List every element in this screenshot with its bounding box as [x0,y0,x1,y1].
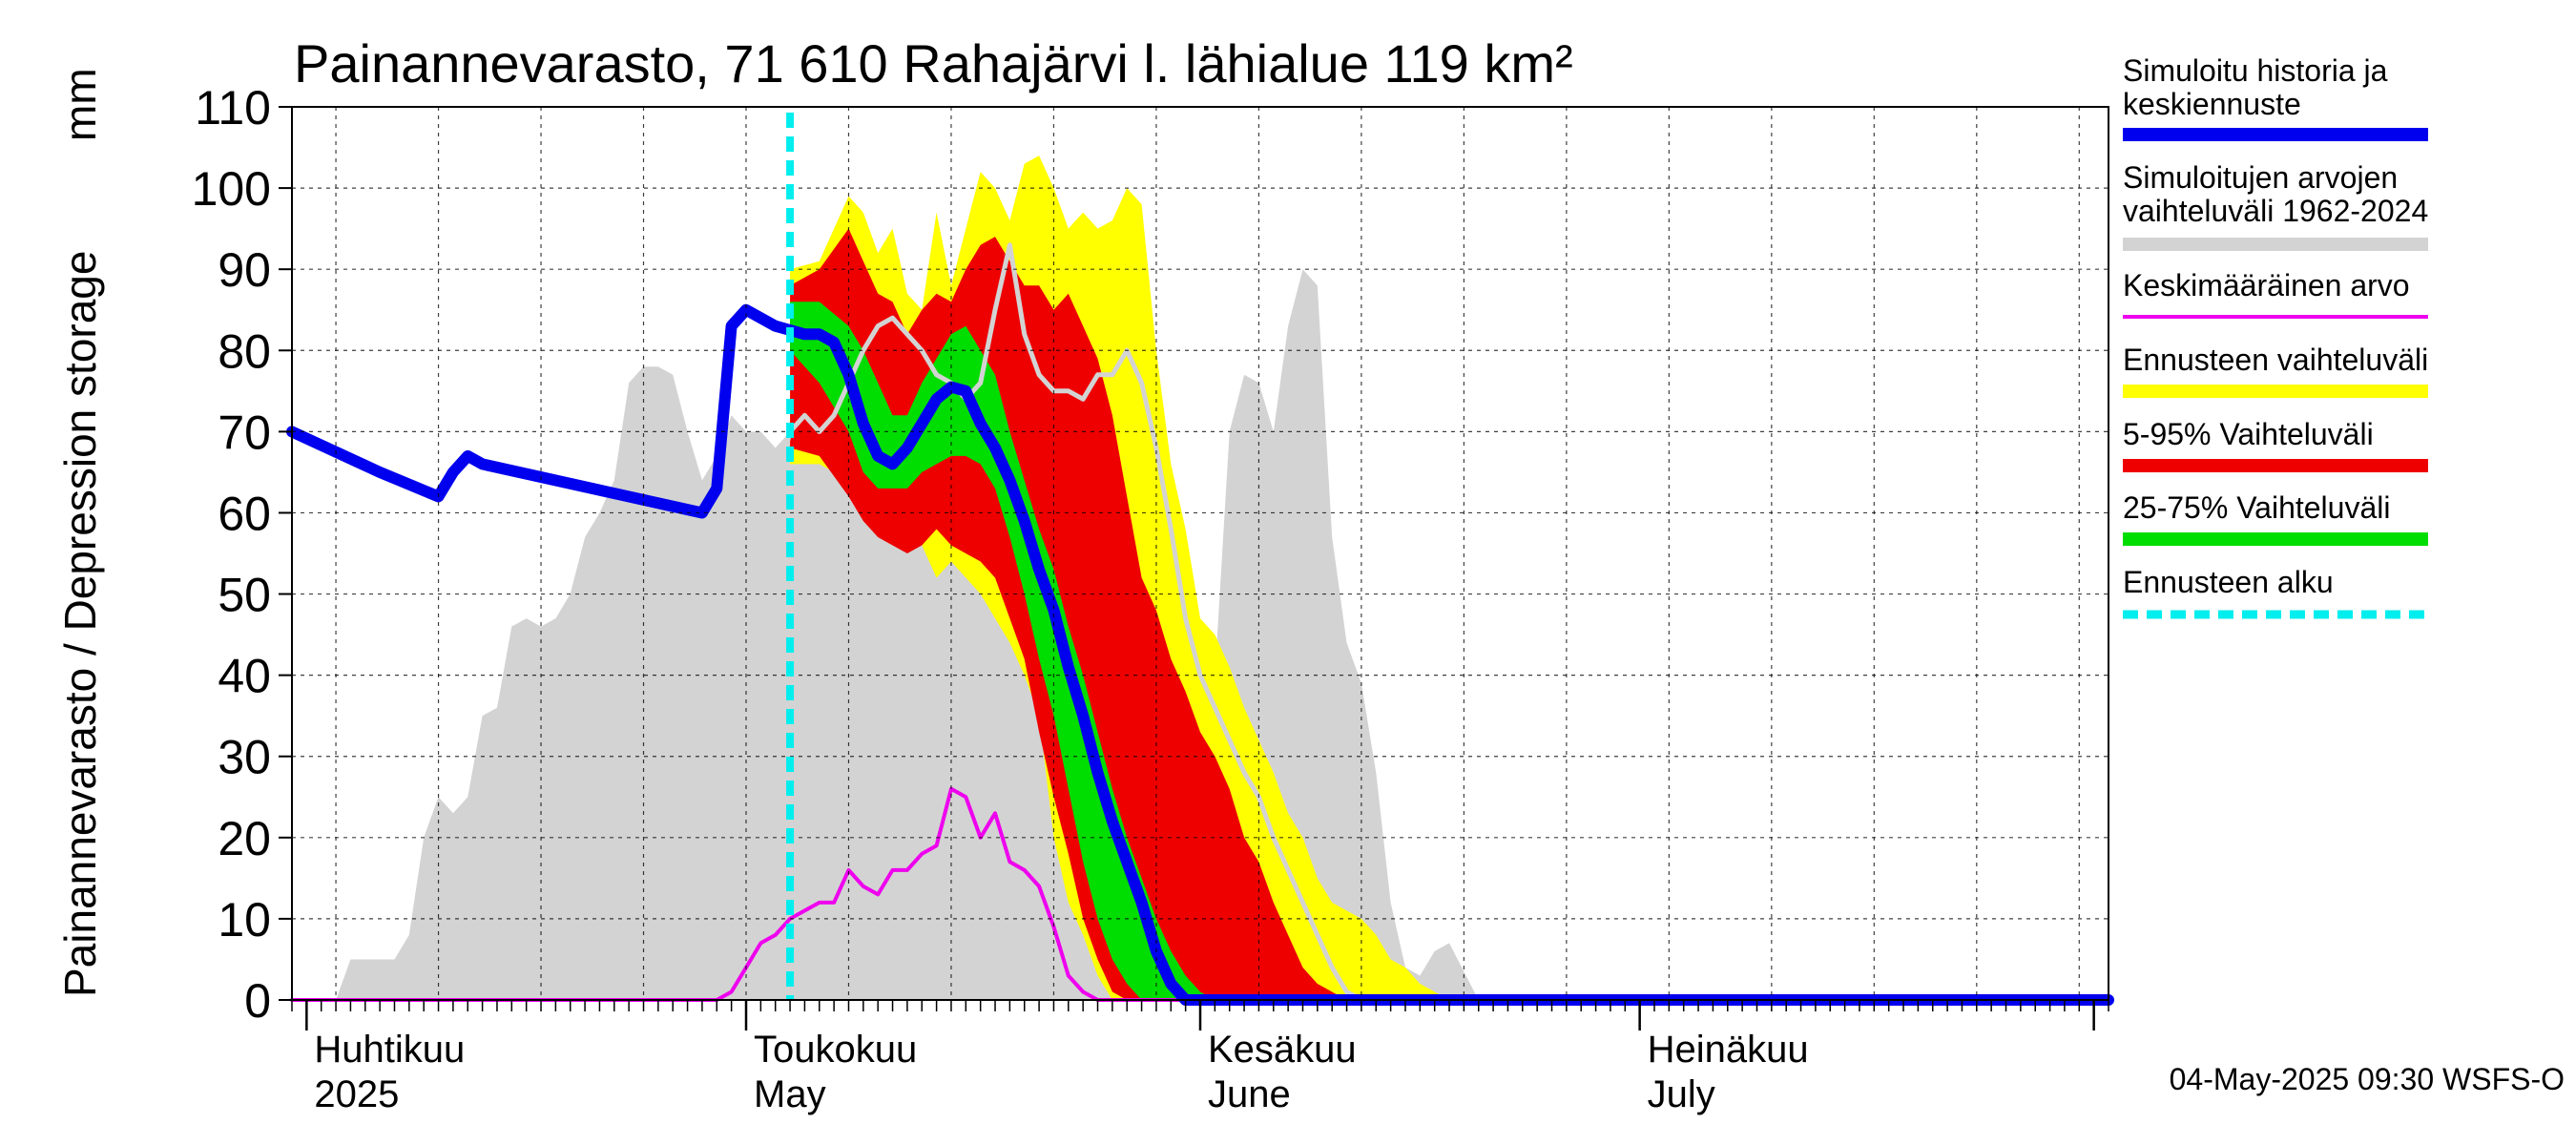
x-month-sublabel: May [754,1073,826,1115]
legend-label: Ennusteen vaihteluväli [2123,343,2428,377]
legend-label: Keskimääräinen arvo [2123,268,2410,302]
series-line-5 [773,242,1452,1003]
plot-area [286,156,2114,1006]
y-tick-label: 40 [218,650,271,703]
x-month-label: Huhtikuu [314,1029,465,1071]
y-tick-label: 50 [218,569,271,622]
y-tick-label: 20 [218,812,271,865]
footer-timestamp: 04-May-2025 09:30 WSFS-O [2170,1062,2565,1096]
legend-label: vaihteluväli 1962-2024 [2123,194,2428,228]
x-month-sublabel: 2025 [314,1073,399,1115]
series-line-6 [286,303,2114,1006]
x-month-label: Heinäkuu [1648,1029,1809,1071]
series-band-3 [790,302,1245,1000]
x-month-label: Toukokuu [754,1029,917,1071]
y-tick-label: 70 [218,406,271,459]
series-line-4 [290,786,2110,1002]
legend-label: Ennusteen alku [2123,565,2334,599]
y-tick-label: 110 [195,81,271,135]
y-tick-label: 100 [192,162,271,216]
legend-label: 5-95% Vaihteluväli [2123,417,2374,451]
y-axis-label: Painannevarasto / Depression storage [55,251,105,997]
legend-label: keskiennuste [2123,87,2301,121]
y-axis-unit: mm [55,68,105,141]
legend-label: 25-75% Vaihteluväli [2123,490,2390,525]
legend-label: Simuloitujen arvojen [2123,160,2398,195]
x-month-sublabel: June [1208,1073,1291,1115]
chart-title: Painannevarasto, 71 610 Rahajärvi l. läh… [294,33,1573,94]
y-tick-label: 0 [244,974,271,1028]
y-tick-label: 80 [218,324,271,378]
y-tick-label: 10 [218,893,271,947]
legend-label: Simuloitu historia ja [2123,53,2388,88]
y-tick-label: 60 [218,487,271,540]
x-month-sublabel: July [1648,1073,1715,1115]
y-tick-label: 90 [218,243,271,297]
y-tick-label: 30 [218,731,271,784]
x-month-label: Kesäkuu [1208,1029,1357,1071]
